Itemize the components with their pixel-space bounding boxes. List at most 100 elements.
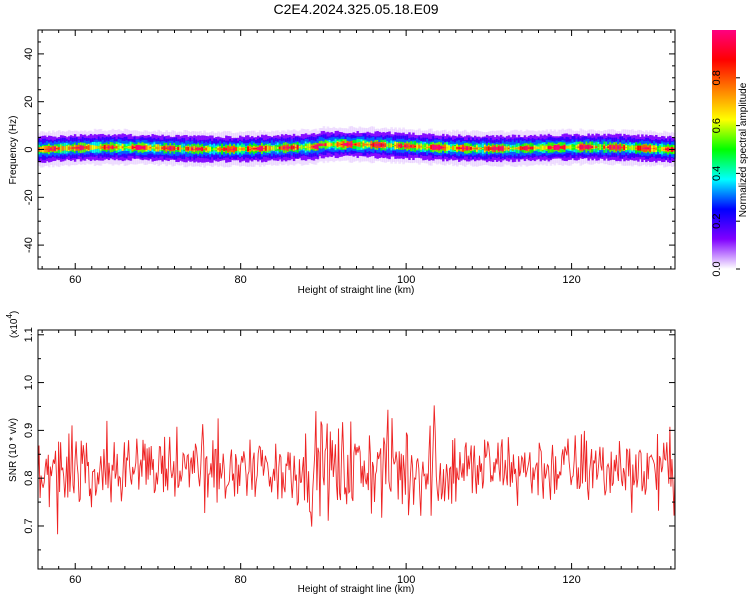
spectrogram-cell <box>511 148 515 149</box>
spectrogram-cell <box>529 146 533 150</box>
spectrogram-cell <box>318 143 322 146</box>
spectrogram-cell <box>107 145 111 149</box>
spectrogram-cell <box>463 148 467 149</box>
spectrogram-cell <box>133 146 137 149</box>
spectrogram-cell <box>221 148 224 150</box>
spectrogram-cell <box>195 148 198 150</box>
spectrogram-cell <box>424 143 427 151</box>
spectrogram-cell <box>483 146 487 151</box>
spectrogram-cell <box>308 143 312 151</box>
spectrogram-x-axis-title: Height of straight line (km) <box>298 285 415 296</box>
spectrogram-cell <box>497 146 501 151</box>
spectrogram-cell <box>424 147 427 148</box>
spectrogram-cell <box>125 147 129 148</box>
spectrogram-cell <box>603 145 606 149</box>
spectrogram-cell <box>416 144 419 149</box>
spectrogram-cell <box>81 145 85 150</box>
spectrogram-cell <box>408 143 411 149</box>
spectrogram-cell <box>629 147 632 149</box>
spectrogram-cell <box>298 147 302 148</box>
spectrogram-cell <box>519 146 523 151</box>
spectrogram-cell <box>85 146 89 150</box>
spectrogram-cell <box>619 146 622 149</box>
spectrogram-cell <box>338 142 342 147</box>
spectrogram-cell <box>392 145 395 146</box>
spectrogram-cell <box>358 142 362 147</box>
spectrogram-cell <box>83 147 87 149</box>
spectrogram-cell <box>149 147 153 149</box>
spectrogram-cell <box>579 144 583 150</box>
spectrogram-cell <box>135 145 139 150</box>
spectrogram-cell <box>51 149 55 150</box>
spectrogram-cell <box>513 147 517 150</box>
spectrogram-cell <box>593 147 596 148</box>
spectrogram-cell <box>181 147 184 150</box>
spectrogram-cell <box>583 146 587 148</box>
spectrogram-cell <box>165 147 168 149</box>
spectrogram-cell <box>211 146 214 152</box>
spectrogram-cell <box>191 147 194 150</box>
spectrogram-cell <box>57 147 61 151</box>
spectrogram-cell <box>653 148 656 149</box>
spectrogram-cell <box>527 147 531 149</box>
snr-y-axis-title: SNR (10 * v/v) <box>8 418 19 482</box>
spectrogram-cell <box>105 147 109 148</box>
spectrogram-cell <box>129 145 133 150</box>
spectrogram-cell <box>169 146 172 151</box>
spectrogram-cell <box>571 146 575 148</box>
spectrogram-cell <box>250 148 254 150</box>
spectrogram-cell <box>252 147 256 150</box>
spectrogram-cell <box>322 144 326 146</box>
spectrogram-cell <box>557 145 561 150</box>
spectrogram-cell <box>473 148 477 149</box>
spectrogram-cell <box>487 146 491 151</box>
spectrogram-cell <box>454 145 457 151</box>
spectrogram-cell <box>396 143 399 148</box>
spectrogram-cell <box>45 148 49 150</box>
spectrogram-cell <box>376 144 379 146</box>
spectrogram-cell <box>366 143 370 146</box>
spectrogram-cell <box>179 146 182 151</box>
spectrogram-cell <box>541 145 545 150</box>
spectrogram-cell <box>153 147 157 149</box>
spectrogram-cell <box>539 144 543 151</box>
spectrogram-cell <box>489 147 493 150</box>
spectrogram-cell <box>390 143 393 148</box>
spectrogram-cell <box>187 146 190 151</box>
spectrogram-cell <box>462 146 465 150</box>
spectrogram-cell <box>67 146 71 150</box>
spectrogram-cell <box>621 147 624 148</box>
spectrogram-cell <box>199 148 202 150</box>
spectrogram-cell <box>260 146 264 151</box>
spectrogram-cell <box>460 147 463 149</box>
spectrogram-cell <box>193 145 196 152</box>
spectrogram-cell <box>75 147 79 149</box>
x-tick-label: 100 <box>397 274 415 286</box>
spectrogram-cell <box>262 148 266 149</box>
spectrogram-cell <box>163 145 166 151</box>
spectrogram-cell <box>420 145 423 148</box>
spectrogram-cell <box>145 145 149 151</box>
spectrogram-cell <box>589 146 592 149</box>
spectrogram-cell <box>310 146 314 148</box>
spectrogram-cell <box>332 141 336 148</box>
spectrogram-cell <box>643 147 646 149</box>
snr-multiplier: (x104) <box>5 311 20 338</box>
spectrogram-cell <box>79 145 83 151</box>
spectrogram-cell <box>380 143 383 147</box>
y-tick-label: 1.1 <box>23 327 35 342</box>
spectrogram-cell <box>551 146 555 149</box>
y-tick-label: 0.8 <box>23 471 35 486</box>
spectrogram-cell <box>585 145 589 150</box>
spectrogram-cell <box>288 146 292 149</box>
spectrogram-cell <box>55 148 59 150</box>
spectrogram-cell <box>231 149 234 150</box>
spectrogram-cell <box>139 145 143 150</box>
spectrogram-cell <box>235 147 238 152</box>
spectrogram-cell <box>115 145 119 149</box>
spectrogram-cell <box>625 147 628 149</box>
spectrogram-cell <box>101 147 105 148</box>
spectrogram-cell <box>667 147 670 151</box>
spectrogram-cell <box>645 147 648 150</box>
x-tick-label: 80 <box>235 574 247 586</box>
